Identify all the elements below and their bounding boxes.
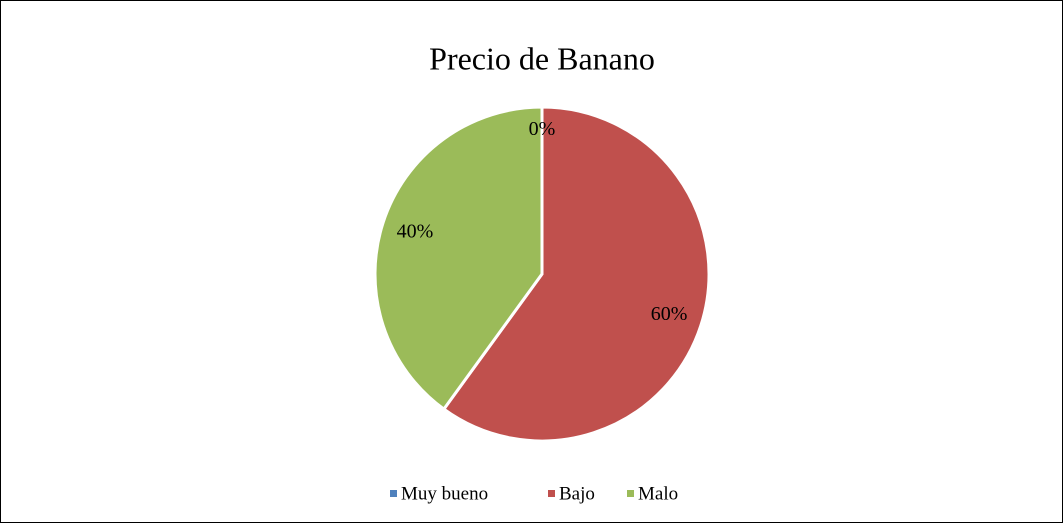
legend-label: Malo bbox=[638, 483, 678, 504]
legend-swatch bbox=[548, 490, 555, 497]
legend-label: Bajo bbox=[559, 483, 595, 504]
data-label: 60% bbox=[651, 303, 688, 325]
legend-swatch bbox=[390, 490, 397, 497]
pie-slice bbox=[373, 105, 544, 412]
legend-swatch bbox=[627, 490, 634, 497]
pie-slice bbox=[441, 105, 711, 443]
data-label: 40% bbox=[397, 220, 434, 242]
legend-label: Muy bueno bbox=[401, 483, 488, 504]
chart-title: Precio de Banano bbox=[429, 40, 655, 76]
data-label: 0% bbox=[529, 118, 556, 140]
